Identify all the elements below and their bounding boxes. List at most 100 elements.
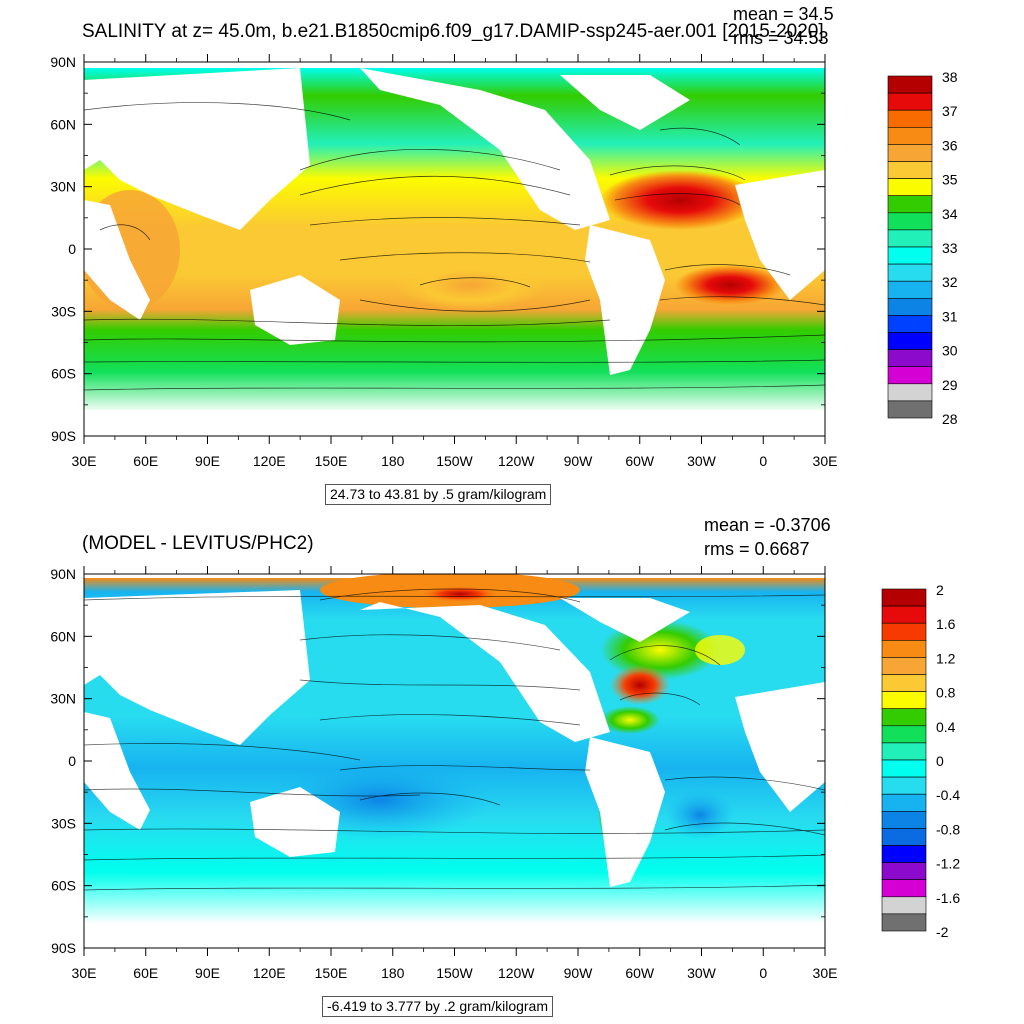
colorbar-label: 0 — [936, 753, 944, 769]
colorbar-swatch — [881, 691, 927, 709]
colorbar-swatch — [887, 109, 933, 128]
panel2-arctic-max — [420, 586, 500, 602]
colorbar-swatch — [881, 657, 927, 675]
colorbar-swatch — [881, 639, 927, 658]
panel1-lon-labels: 30E 60E 90E 120E 150E 180 150W 120W 90W 60W 30W 0 30… — [72, 453, 838, 469]
lat-label: 30N — [50, 179, 76, 195]
panel2-map — [84, 574, 825, 948]
colorbar-swatch — [881, 896, 927, 915]
colorbar-swatch — [881, 742, 927, 761]
panel1-south-atlantic-high — [675, 265, 785, 305]
colorbar-label: 38 — [942, 69, 958, 85]
colorbar-swatch — [887, 144, 933, 162]
colorbar-swatch — [881, 828, 927, 846]
lon-label: 120E — [253, 965, 286, 981]
colorbar-swatch — [887, 92, 933, 111]
lat-label: 30S — [51, 303, 76, 319]
lon-label: 150W — [436, 453, 473, 469]
colorbar-swatch — [881, 708, 927, 727]
colorbar-label: 37 — [942, 103, 958, 119]
lat-label: 60N — [50, 116, 76, 132]
panel1-map — [84, 68, 825, 436]
colorbar-swatch — [887, 161, 933, 179]
lon-label: 90W — [564, 453, 594, 469]
colorbar-label: 1.2 — [936, 650, 956, 666]
lon-label: 0 — [759, 965, 767, 981]
panel1-pacific-high — [395, 260, 545, 310]
colorbar-swatch — [887, 332, 933, 350]
panel2-colorbar: 2 1.6 1.2 0.8 0.4 0 -0.4 -0.8 -1.2 -1.6 -2 — [881, 582, 960, 940]
colorbar-label: 32 — [942, 274, 958, 290]
lat-label: 90S — [51, 940, 76, 956]
lon-label: 180 — [381, 453, 405, 469]
panel2-title: (MODEL - LEVITUS/PHC2) — [82, 533, 314, 554]
lon-label: 150W — [436, 965, 473, 981]
colorbar-label: 35 — [942, 172, 958, 188]
lon-label: 60W — [625, 965, 655, 981]
lat-label: 90S — [51, 428, 76, 444]
colorbar-swatch — [881, 793, 927, 812]
colorbar-swatch — [881, 674, 927, 692]
panel2-gulfstream-hot — [610, 665, 670, 705]
panel1-rms: rms = 34.53 — [733, 28, 829, 48]
lon-label: 0 — [759, 453, 767, 469]
lat-label: 90N — [50, 54, 76, 70]
panel2-gulf-positive — [600, 706, 660, 734]
colorbar-swatch — [887, 315, 933, 333]
colorbar-swatch — [881, 622, 927, 641]
colorbar-label: -2 — [936, 924, 949, 940]
colorbar-swatch — [881, 913, 927, 932]
panel2-lat-labels: 90N 60N 30N 0 30S 60S 90S — [50, 566, 76, 956]
colorbar-swatch — [887, 297, 933, 316]
colorbar-swatch — [881, 810, 927, 829]
panel2-lon-labels: 30E 60E 90E 120E 150E 180 150W 120W 90W 60W 30W 0 30… — [72, 965, 838, 981]
lat-label: 0 — [68, 241, 76, 257]
panel1-range-label: 24.73 to 43.81 by .5 gram/kilogram — [325, 484, 552, 505]
lat-label: 30S — [51, 815, 76, 831]
lon-label: 120E — [253, 453, 286, 469]
lon-label: 90E — [195, 453, 220, 469]
lon-label: 120W — [498, 453, 535, 469]
lon-label: 60E — [133, 453, 158, 469]
panel1-ticks — [83, 54, 826, 444]
colorbar-label: -1.6 — [936, 890, 960, 906]
lat-label: 90N — [50, 566, 76, 582]
lon-label: 30W — [687, 965, 717, 981]
colorbar-swatch — [887, 127, 933, 145]
colorbar-swatch — [887, 212, 933, 231]
panel1-lat-labels: 90N 60N 30N 0 30S 60S 90S — [50, 54, 76, 444]
lon-label: 60W — [625, 453, 655, 469]
panel1-contours — [84, 102, 825, 391]
colorbar-swatch — [881, 725, 927, 744]
colorbar-swatch — [887, 400, 933, 419]
panel2-north-atlantic-positive — [695, 635, 745, 665]
panel2-contours — [84, 588, 825, 891]
panel2-south-atlantic-negative — [665, 790, 735, 840]
colorbar-swatch — [887, 366, 933, 385]
colorbar-label: -0.8 — [936, 821, 960, 837]
colorbar-swatch — [887, 75, 933, 94]
colorbar-label: 36 — [942, 137, 958, 153]
panel1-title: SALINITY at z= 45.0m, b.e21.B1850cmip6.f… — [82, 21, 824, 42]
colorbar-label: 33 — [942, 240, 958, 256]
lat-label: 60S — [51, 366, 76, 382]
colorbar-label: 28 — [942, 411, 958, 427]
lon-label: 150E — [315, 453, 348, 469]
colorbar-swatch — [881, 759, 927, 778]
colorbar-swatch — [887, 246, 933, 265]
colorbar-swatch — [881, 605, 927, 624]
panel2-ticks — [83, 566, 826, 956]
lat-label: 60S — [51, 878, 76, 894]
panel1-atlantic-high — [600, 170, 760, 230]
colorbar-label: 29 — [942, 377, 958, 393]
panel1-mean: mean = 34.5 — [733, 4, 834, 24]
colorbar-label: 0.4 — [936, 719, 956, 735]
colorbar-swatch — [881, 862, 927, 880]
lon-label: 150E — [315, 965, 348, 981]
lat-label: 30N — [50, 691, 76, 707]
colorbar-swatch — [887, 383, 933, 402]
colorbar-swatch — [881, 776, 927, 795]
lon-label: 30E — [813, 453, 838, 469]
